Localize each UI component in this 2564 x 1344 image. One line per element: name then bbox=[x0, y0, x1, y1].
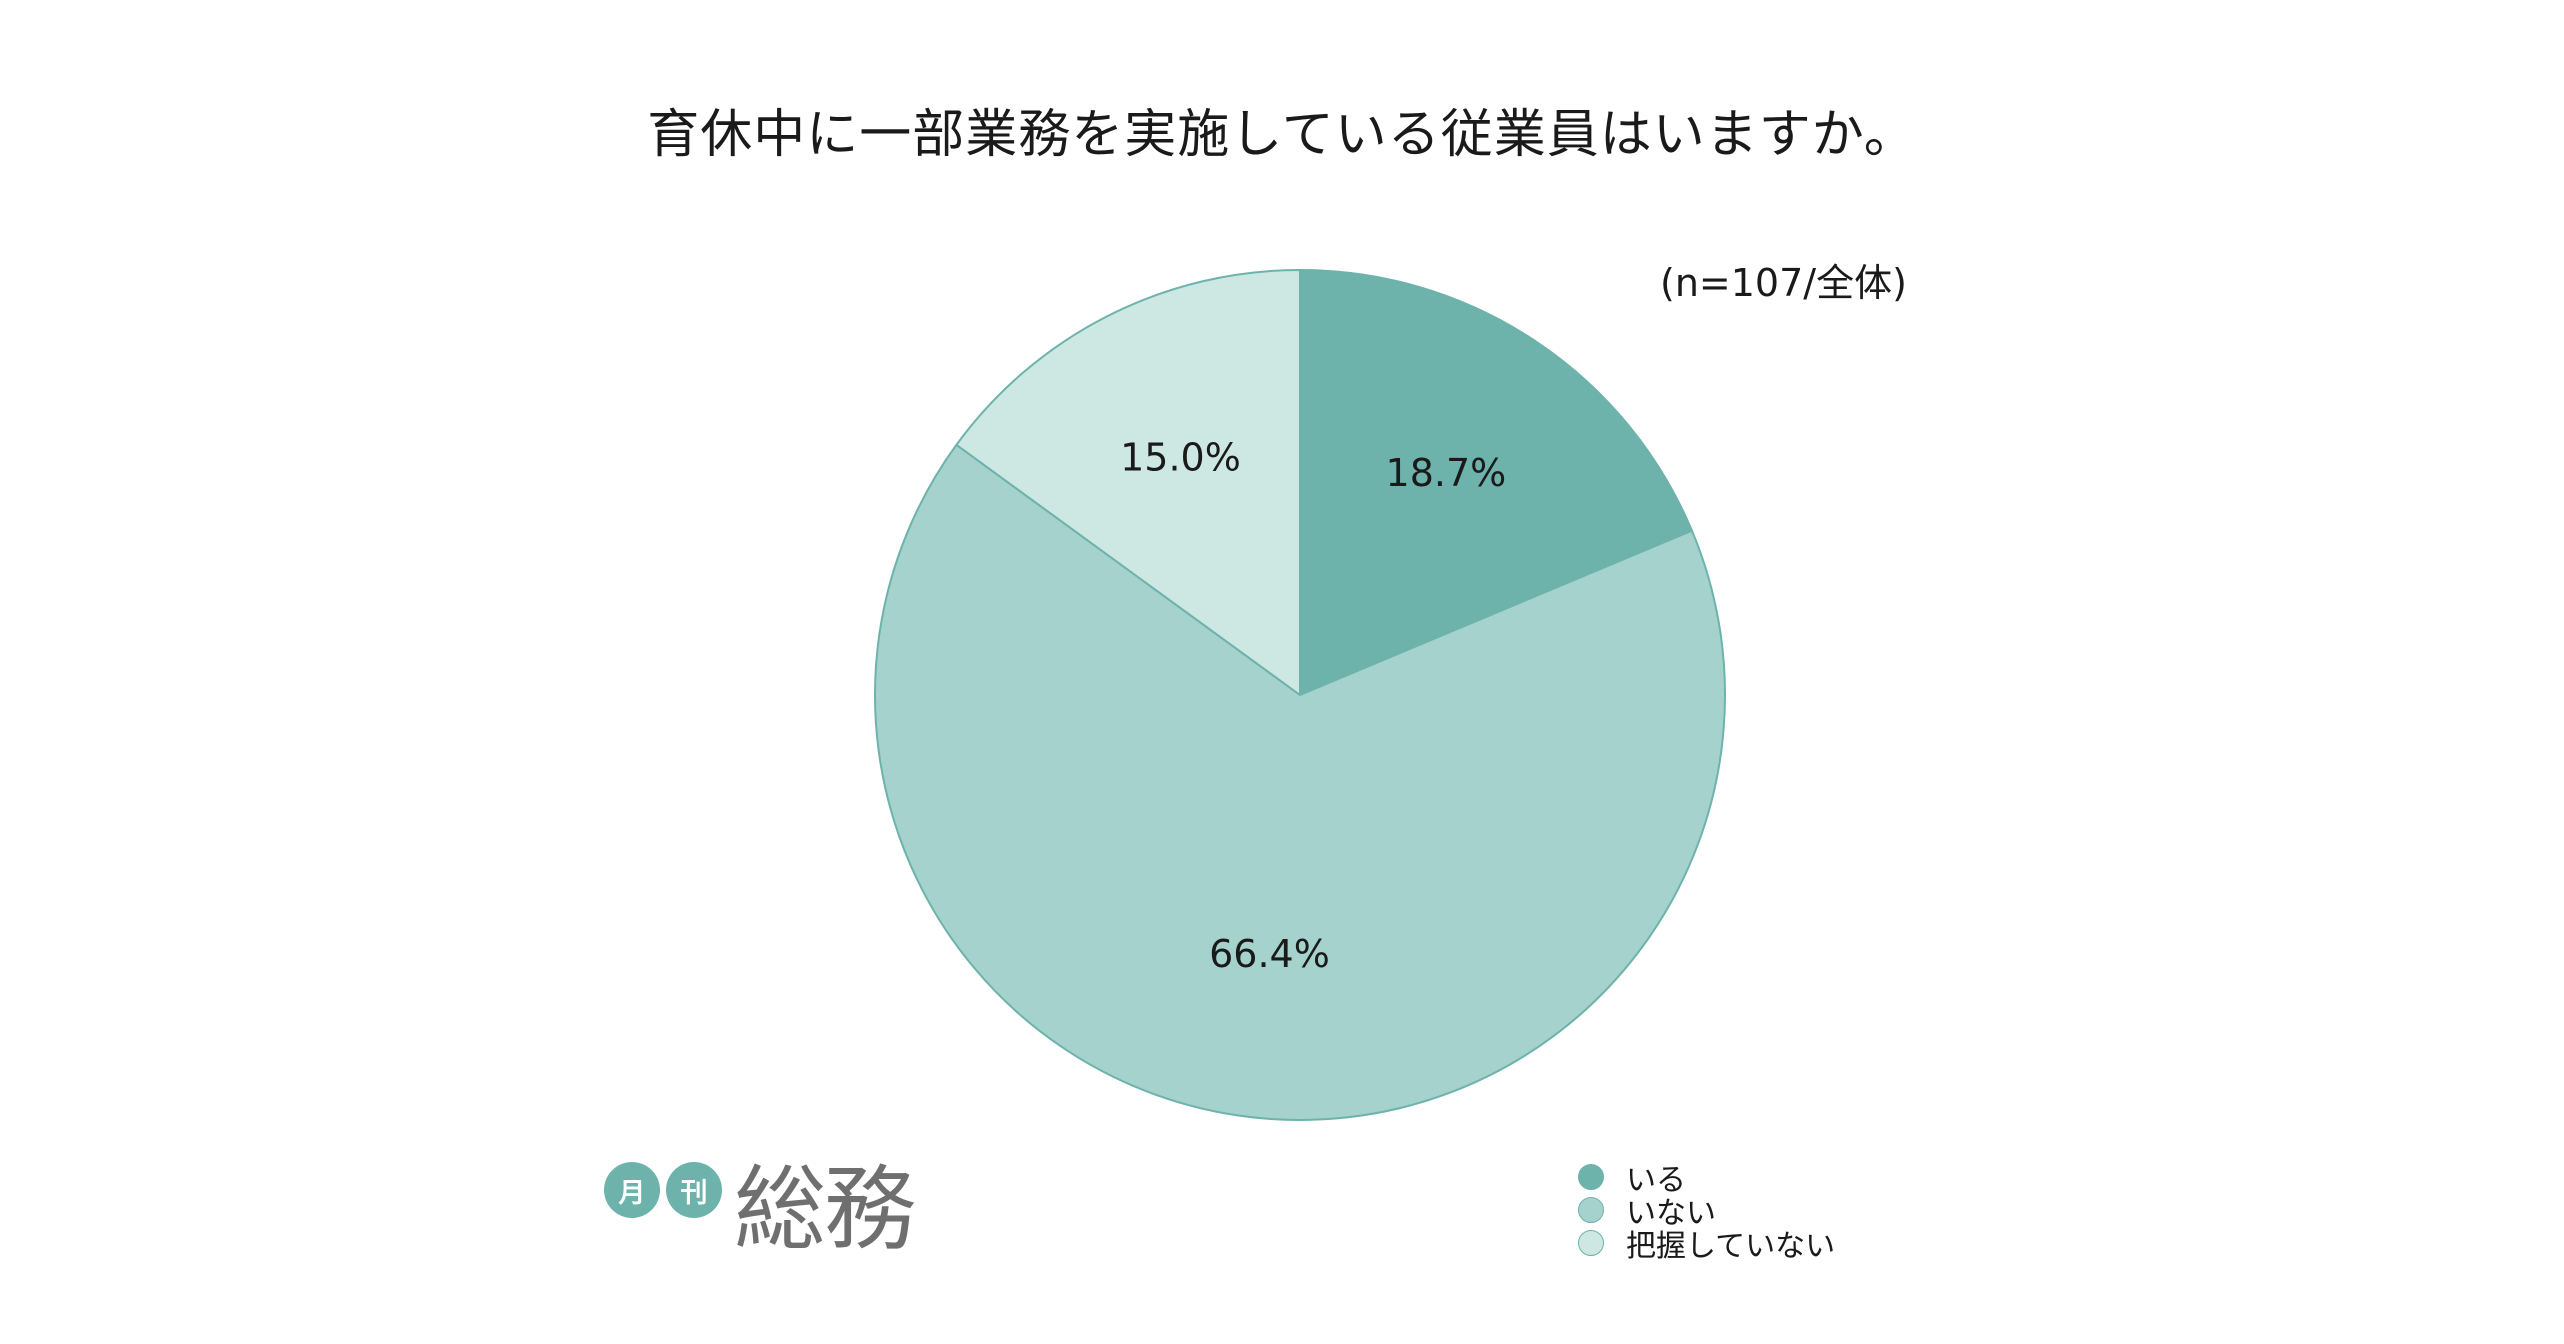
legend-swatch-iru bbox=[1578, 1163, 1604, 1190]
legend-label-haaku-shiteinai: 把握していない bbox=[1626, 1228, 1836, 1264]
legend-item-iru: いる bbox=[1578, 1160, 1835, 1198]
legend-item-haaku-shiteinai: 把握していない bbox=[1578, 1226, 1835, 1264]
pie-slice-inai bbox=[874, 443, 1726, 1121]
legend-label-inai: いない bbox=[1626, 1195, 1716, 1231]
pie-label-inai: 66.4% bbox=[1209, 932, 1330, 976]
pie-slice-iru bbox=[1299, 269, 1693, 696]
legend-swatch-haaku-shiteinai bbox=[1578, 1229, 1604, 1256]
pie-label-haaku-shiteinai: 15.0% bbox=[1120, 436, 1241, 480]
legend: いる いない 把握していない bbox=[1578, 1160, 1835, 1264]
pie-slice-haaku-shiteinai bbox=[955, 269, 1301, 696]
pie-labels: 18.7% 66.4% 15.0% bbox=[1120, 436, 1506, 977]
pie-label-iru: 18.7% bbox=[1386, 451, 1507, 495]
logo-wordmark: 総務 bbox=[734, 1156, 916, 1263]
legend-swatch-inai bbox=[1578, 1196, 1604, 1223]
chart-title: 育休中に一部業務を実施している従業員はいますか。 bbox=[647, 105, 1917, 165]
pie-slices bbox=[874, 269, 1726, 1121]
gekkan-somu-logo: 月 刊 総務 bbox=[604, 1156, 916, 1270]
legend-item-inai: いない bbox=[1578, 1193, 1835, 1231]
logo-circle-getsu: 月 bbox=[604, 1162, 660, 1218]
logo-circle-kan: 刊 bbox=[666, 1162, 722, 1218]
legend-label-iru: いる bbox=[1626, 1162, 1686, 1198]
sample-size-note: (n=107/全体) bbox=[1660, 261, 1907, 305]
